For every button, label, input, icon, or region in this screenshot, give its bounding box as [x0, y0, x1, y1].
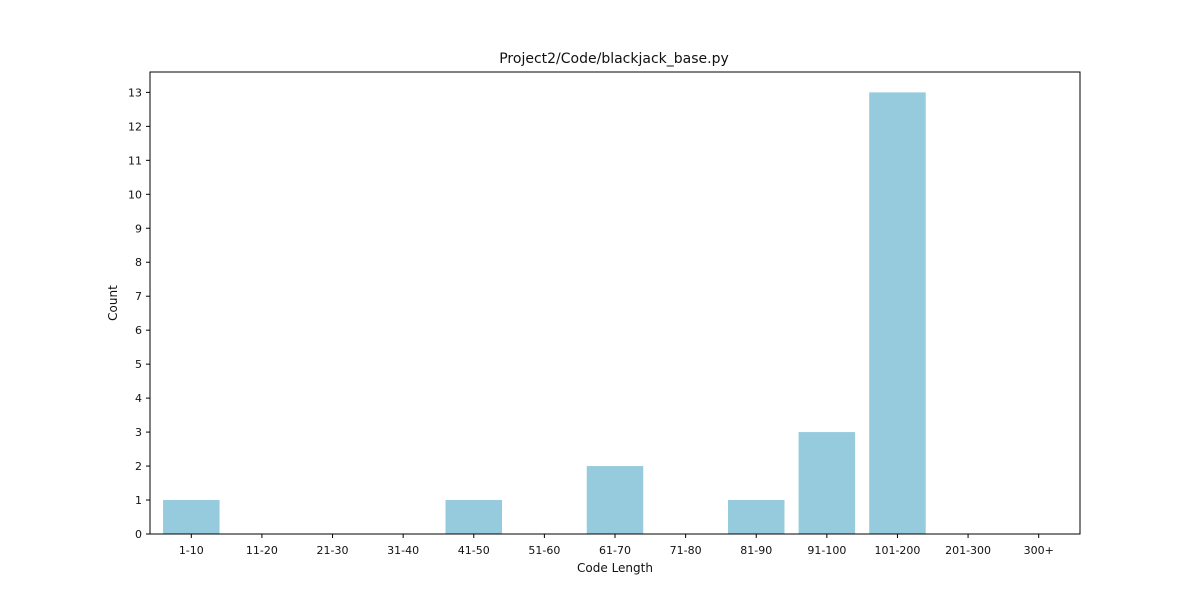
bar-41-50: [445, 500, 503, 534]
y-tick-label-1: 1: [135, 494, 142, 507]
x-axis-ticks: 1-10 11-20 21-30 31-40 41-50 51-60 61-70 71-80 8…: [179, 534, 1054, 557]
x-tick-label-81-90: 81-90: [740, 544, 772, 557]
y-tick-label-12: 12: [128, 120, 142, 133]
x-tick-label-61-70: 61-70: [599, 544, 631, 557]
bar-81-90: [727, 500, 785, 534]
x-tick-label-21-30: 21-30: [317, 544, 349, 557]
y-tick-label-6: 6: [135, 324, 142, 337]
bar-1-10: [163, 500, 220, 534]
x-tick-label-71-80: 71-80: [670, 544, 702, 557]
x-tick-label-11-20: 11-20: [246, 544, 278, 557]
x-axis-label: Code Length: [577, 561, 653, 575]
y-tick-label-4: 4: [135, 392, 142, 405]
y-tick-label-5: 5: [135, 358, 142, 371]
x-tick-label-201-300: 201-300: [945, 544, 991, 557]
x-tick-label-300: 300+: [1024, 544, 1054, 557]
y-tick-label-7: 7: [135, 290, 142, 303]
x-tick-label-1-10: 1-10: [179, 544, 204, 557]
bar-101-200: [869, 92, 926, 534]
bars-group: [163, 92, 926, 534]
x-tick-label-91-100: 91-100: [807, 544, 846, 557]
plot-area-frame: [149, 71, 1081, 535]
bar-91-100: [798, 432, 856, 534]
y-tick-label-3: 3: [135, 426, 142, 439]
y-tick-label-13: 13: [128, 86, 142, 99]
y-tick-label-0: 0: [135, 528, 142, 541]
x-tick-label-51-60: 51-60: [528, 544, 560, 557]
x-tick-label-101-200: 101-200: [874, 544, 920, 557]
chart-title: Project2/Code/blackjack_base.py: [499, 51, 729, 67]
y-tick-label-9: 9: [135, 222, 142, 235]
x-tick-label-31-40: 31-40: [387, 544, 419, 557]
y-tick-label-8: 8: [135, 256, 142, 269]
bar-61-70: [586, 466, 644, 534]
x-tick-label-41-50: 41-50: [458, 544, 490, 557]
y-tick-label-2: 2: [135, 460, 142, 473]
y-tick-label-10: 10: [128, 188, 142, 201]
y-tick-label-11: 11: [128, 154, 142, 167]
y-axis-label: Count: [106, 285, 120, 321]
